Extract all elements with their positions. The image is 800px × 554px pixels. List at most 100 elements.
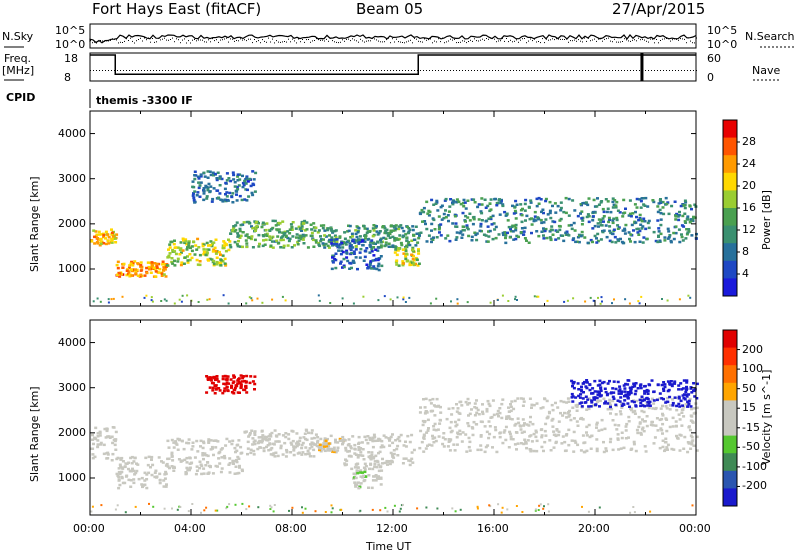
velocity-cell: [678, 418, 682, 421]
velocity-cell: [686, 441, 690, 444]
velocity-cell: [357, 446, 361, 449]
ground-scatter-cell: [629, 511, 632, 514]
velocity-cell: [640, 395, 644, 398]
power-cell: [113, 237, 117, 240]
velocity-cell: [392, 449, 396, 452]
ground-scatter-cell: [399, 507, 402, 510]
power-cell: [519, 208, 523, 212]
nsearch-point: [360, 38, 361, 40]
power-cell: [572, 237, 576, 240]
velocity-cell: [355, 469, 359, 472]
freq-tick-bottom: 8: [64, 71, 71, 84]
velocity-cell: [579, 388, 583, 392]
power-cell: [223, 198, 227, 201]
velocity-cell: [389, 435, 393, 439]
power-cell: [354, 229, 358, 232]
velocity-cell: [619, 392, 623, 395]
power-cell: [510, 225, 514, 229]
velocity-cell: [652, 402, 656, 405]
power-cell: [358, 251, 362, 254]
power-cell: [227, 238, 230, 241]
velocity-cell: [91, 453, 95, 456]
power-cell: [395, 259, 399, 262]
power-cell: [112, 237, 115, 240]
velocity-cell: [172, 446, 176, 449]
power-cell: [331, 256, 334, 259]
nsearch-point: [502, 37, 503, 39]
velocity-cell: [163, 477, 167, 480]
power-cell: [225, 191, 229, 194]
ground-scatter-cell: [456, 302, 459, 305]
velocity-cell: [164, 470, 168, 474]
velocity-cell: [585, 381, 589, 384]
nave-point: [273, 70, 274, 71]
velocity-cell: [619, 412, 623, 416]
nsearch-point: [364, 41, 365, 43]
power-cell: [349, 236, 353, 239]
ground-scatter-cell: [425, 506, 428, 509]
velocity-cell: [322, 448, 326, 451]
power-cell: [402, 262, 405, 265]
power-cell: [479, 210, 483, 213]
nsearch-point: [416, 38, 417, 40]
power-cell: [389, 229, 393, 232]
power-cell: [393, 251, 397, 254]
power-cell: [493, 228, 497, 231]
velocity-cell: [253, 388, 256, 391]
x-axis-label: Time UT: [366, 540, 412, 553]
power-cell: [666, 201, 670, 204]
nsearch-point: [344, 40, 345, 42]
nave-point: [405, 70, 406, 71]
power-cell: [235, 221, 239, 224]
velocity-cell: [648, 383, 652, 387]
nsearch-point: [646, 40, 647, 42]
power-cell: [492, 222, 496, 225]
power-cell: [174, 246, 178, 249]
power-cell: [553, 202, 557, 205]
velocity-cell: [695, 397, 699, 400]
power-cell: [251, 226, 255, 230]
velocity-cell: [248, 432, 252, 435]
power-cell: [310, 231, 314, 235]
nsearch-point: [476, 40, 477, 42]
ground-scatter-cell: [143, 296, 146, 299]
nsearch-point: [152, 38, 153, 39]
nsearch-point: [106, 40, 107, 42]
power-cell: [198, 260, 202, 263]
power-cell: [476, 205, 480, 209]
power-cell: [658, 239, 662, 242]
velocity-cell: [343, 462, 347, 465]
velocity-cell: [633, 383, 637, 387]
velocity-cell: [132, 481, 136, 485]
power-cell: [550, 225, 554, 228]
nsearch-point: [420, 41, 421, 43]
nave-point: [402, 70, 403, 71]
power-cell: [514, 199, 518, 203]
power-cell: [639, 206, 643, 209]
power-cell: [296, 240, 300, 244]
power-cell: [302, 221, 305, 225]
power-cell: [690, 207, 693, 211]
power-cell: [210, 200, 214, 203]
nsearch-point: [148, 37, 149, 39]
velocity-cell: [576, 424, 580, 427]
velocity-cell: [583, 441, 587, 444]
ground-scatter-cell: [314, 510, 317, 513]
power-cell: [532, 219, 536, 223]
velocity-cell: [642, 410, 646, 414]
power-cell: [659, 218, 663, 221]
velocity-cell: [143, 471, 147, 475]
power-cell: [235, 243, 239, 246]
velocity-cell: [486, 399, 490, 403]
power-cell: [544, 199, 548, 203]
nsearch-point: [640, 39, 641, 41]
velocity-cell: [374, 479, 378, 482]
velocity-cell: [560, 442, 564, 445]
power-cell: [455, 225, 459, 228]
velocity-cell: [379, 483, 383, 486]
power-cell: [674, 231, 678, 235]
power-cell: [212, 174, 215, 177]
nsearch-point: [506, 38, 507, 39]
velocity-cell: [581, 397, 585, 400]
velocity-cell: [157, 456, 161, 459]
